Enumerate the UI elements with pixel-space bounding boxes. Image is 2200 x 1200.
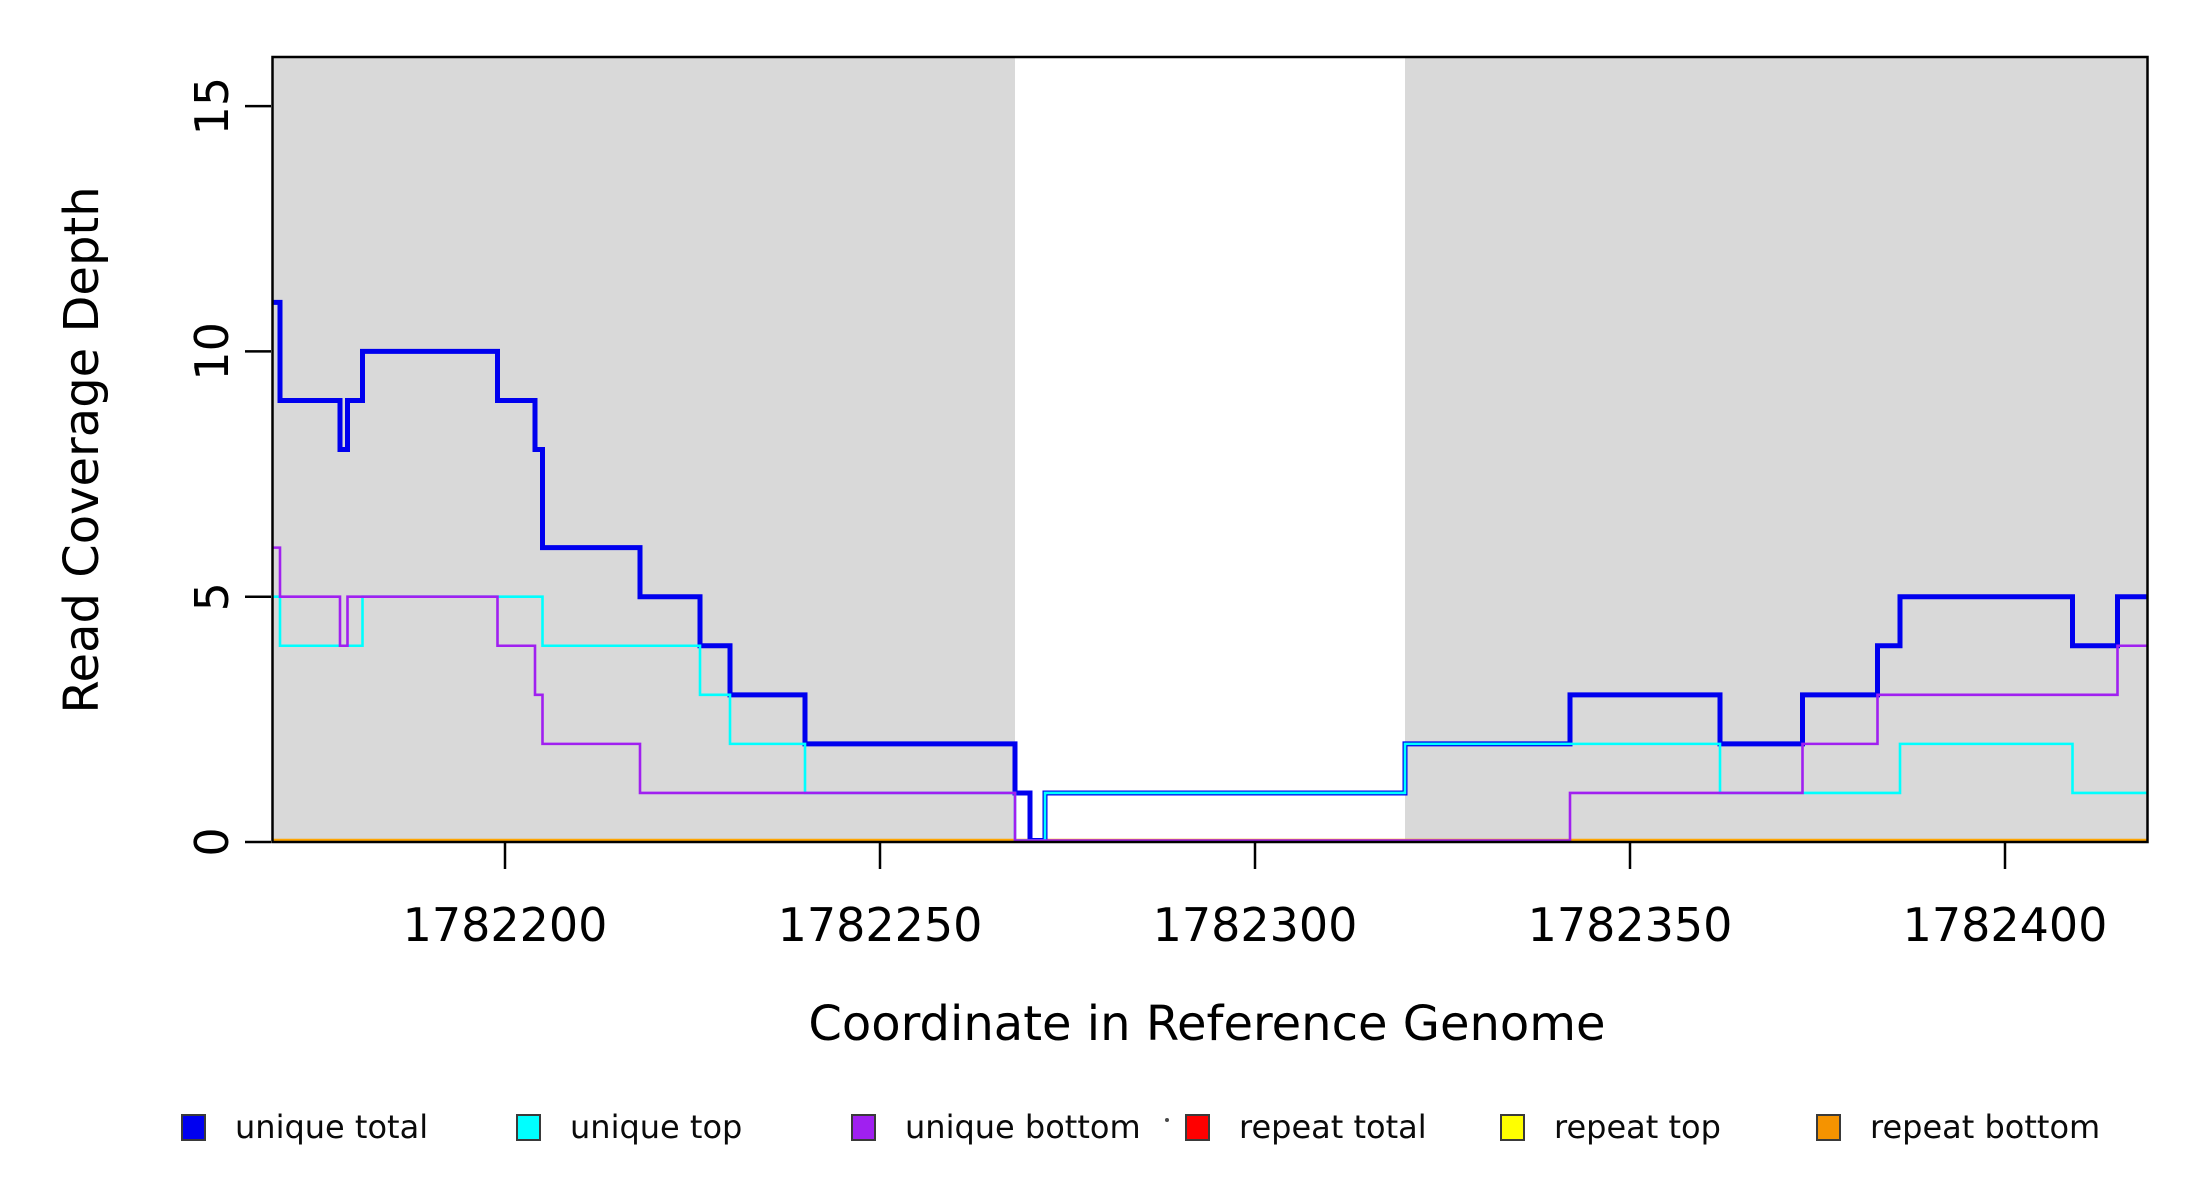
legend-item-repeat-total: repeat total [1185, 1103, 1427, 1151]
legend-label: repeat top [1554, 1108, 1721, 1146]
repeat-total-swatch-icon [1185, 1113, 1210, 1141]
unique-bottom-swatch-icon [851, 1113, 876, 1141]
legend-label: repeat total [1239, 1108, 1427, 1146]
y-tick-label: 5 [185, 582, 239, 611]
series-line-unique-total [272, 299, 2148, 843]
y-axis-title: Read Coverage Depth [54, 186, 110, 713]
chart-legend: unique total unique top unique bottom repea… [0, 1103, 2200, 1151]
repeat-bottom-swatch-icon [1816, 1113, 1841, 1141]
shaded-region [1405, 57, 2148, 842]
legend-item-unique-bottom: unique bottom [851, 1103, 1141, 1151]
legend-item-unique-top: unique top [516, 1103, 742, 1151]
x-axis-title: Coordinate in Reference Genome [808, 996, 1605, 1052]
x-tick-label: 1782200 [403, 898, 608, 952]
y-tick-label: 10 [185, 322, 239, 381]
series-line-unique-bottom [272, 546, 2148, 842]
y-tick-label: 0 [185, 827, 239, 856]
legend-item-unique-total: unique total [181, 1103, 428, 1151]
unique-top-swatch-icon [516, 1113, 541, 1141]
stray-dot [1165, 1118, 1169, 1122]
x-tick-label: 1782400 [1903, 898, 2108, 952]
legend-label: unique top [570, 1108, 743, 1146]
legend-item-repeat-top: repeat top [1500, 1103, 1721, 1151]
legend-label: unique bottom [905, 1108, 1141, 1146]
legend-label: unique total [235, 1108, 429, 1146]
unique-total-swatch-icon [181, 1113, 206, 1141]
x-tick-label: 1782350 [1528, 898, 1733, 952]
shaded-region [272, 57, 1015, 842]
plot-border [271, 55, 2149, 844]
y-tick-label: 15 [185, 77, 239, 136]
repeat-top-swatch-icon [1500, 1113, 1525, 1141]
x-tick-label: 1782250 [778, 898, 983, 952]
x-tick-label: 1782300 [1153, 898, 1358, 952]
legend-item-repeat-bottom: repeat bottom [1816, 1103, 2100, 1151]
legend-label: repeat bottom [1870, 1108, 2101, 1146]
